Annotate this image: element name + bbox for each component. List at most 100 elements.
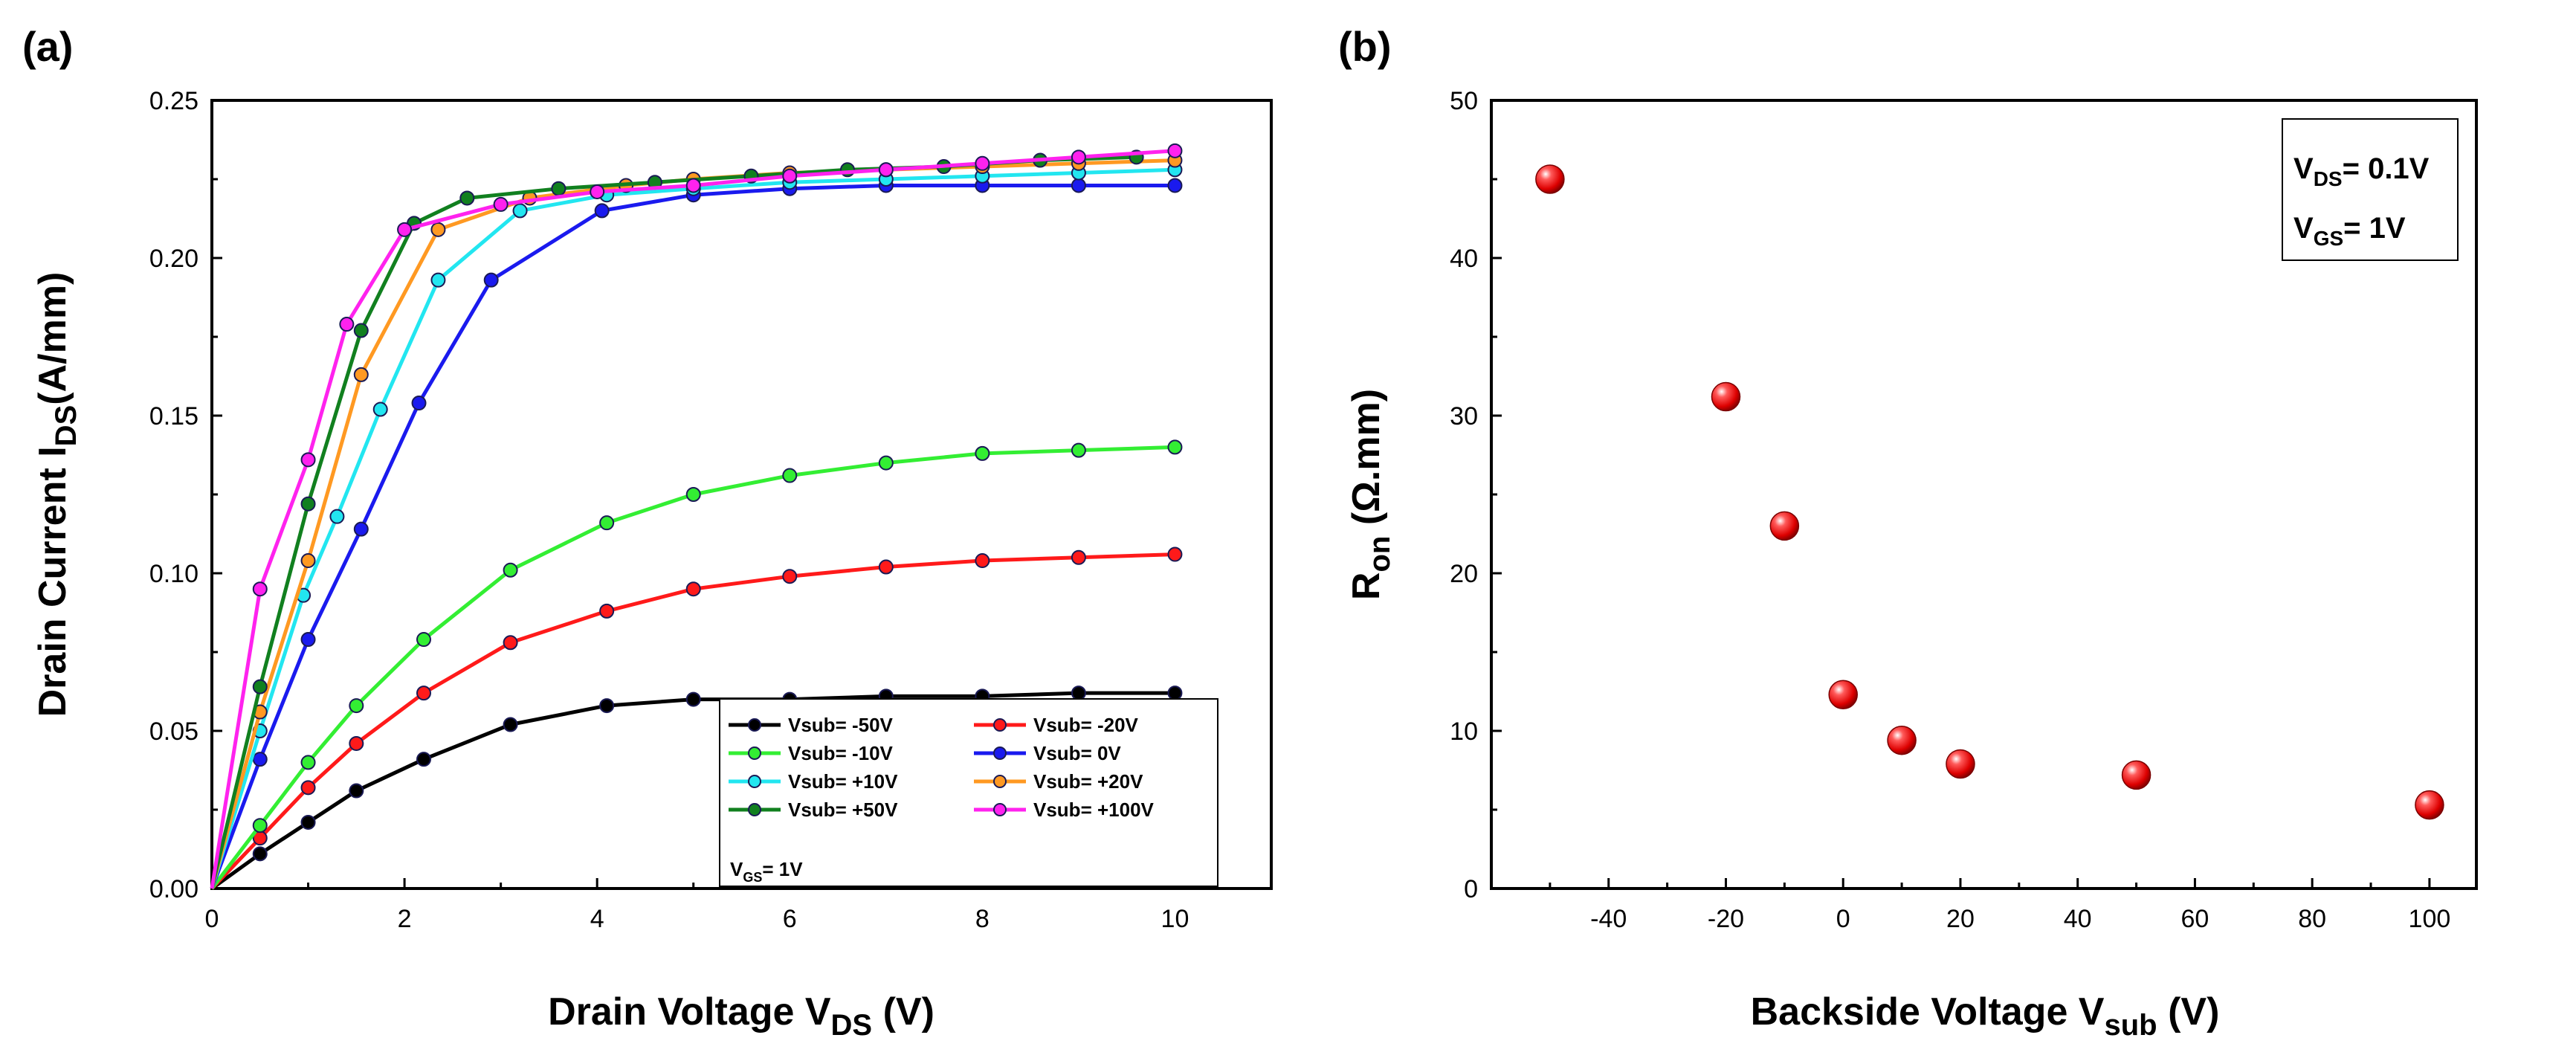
data-point (252, 581, 268, 597)
data-point (353, 367, 369, 382)
legend-label: Vsub= 0V (1033, 742, 1121, 764)
data-point (551, 181, 566, 196)
legend-label: Vsub= +100V (1033, 799, 1155, 821)
y-tick-label: 0.15 (149, 402, 198, 430)
legend-box (719, 698, 1218, 887)
data-point (416, 632, 431, 648)
data-point (300, 755, 316, 770)
x-tick-label: -40 (1590, 905, 1627, 933)
data-point (252, 818, 268, 833)
data-point (416, 686, 431, 701)
data-point (1071, 686, 1086, 701)
data-point (252, 752, 268, 767)
legend-entry: Vsub= -10V (729, 742, 894, 764)
data-point (2415, 790, 2444, 820)
legend-marker (993, 803, 1007, 816)
data-point (353, 323, 369, 338)
data-point (1167, 143, 1183, 158)
x-tick-label: 80 (2298, 905, 2326, 933)
annotation-box (2282, 118, 2459, 261)
legend-entry: Vsub= +20V (974, 770, 1143, 793)
data-point (483, 272, 499, 288)
y-tick-label: 20 (1450, 560, 1478, 588)
x-tick-label: 0 (205, 905, 219, 933)
legend-entry: Vsub= 0V (974, 742, 1121, 764)
legend-label: Vsub= -10V (788, 742, 894, 764)
data-point (1887, 725, 1917, 755)
y-tick-label: 0.10 (149, 560, 198, 588)
legend-label: Vsub= +10V (788, 770, 898, 793)
legend-label: Vsub= +20V (1033, 770, 1143, 793)
y-tick-label: 0.20 (149, 245, 198, 273)
data-point (397, 222, 413, 237)
panel-a-ticks: 0 2 4 6 8 10 0.00 0.05 0.10 0.15 0.20 0.25 (149, 87, 1273, 933)
data-point (685, 178, 701, 193)
vds-annotation: VDS= 0.1V (2293, 152, 2430, 190)
data-point (1167, 546, 1183, 562)
legend-entry: Vsub= +50V (729, 799, 898, 821)
data-point (685, 487, 701, 502)
data-point (459, 190, 475, 206)
data-point (300, 496, 316, 512)
legend-marker (748, 718, 761, 732)
data-point (512, 203, 528, 219)
data-point (416, 752, 431, 767)
data-point (300, 780, 316, 796)
y-tick-label: 0.25 (149, 87, 198, 115)
panel-a-series-group (210, 143, 1183, 891)
y-tick-label: 40 (1450, 245, 1478, 273)
y-tick-label: 0.05 (149, 717, 198, 746)
y-tick-label: 0.00 (149, 875, 198, 903)
data-point (599, 603, 615, 619)
legend-marker (748, 803, 761, 816)
data-point (300, 632, 316, 648)
data-point (2121, 760, 2151, 790)
legend-entry: Vsub= +100V (974, 799, 1155, 821)
legend-marker (993, 775, 1007, 788)
data-point (1167, 439, 1183, 455)
y-tick-label: 50 (1450, 87, 1478, 115)
data-point (1828, 680, 1858, 709)
data-point (594, 203, 610, 219)
data-point (300, 814, 316, 830)
data-point (349, 735, 364, 751)
data-point (599, 698, 615, 714)
vgs-annotation: VGS= 1V (730, 858, 803, 885)
panel-b-label: (b) (1338, 23, 1392, 70)
x-tick-label: 100 (2409, 905, 2451, 933)
data-point (1535, 164, 1565, 194)
data-point (430, 272, 446, 288)
x-tick-label: -20 (1708, 905, 1744, 933)
y-tick-label: 10 (1450, 717, 1478, 746)
x-tick-label: 20 (1946, 905, 1975, 933)
data-point (300, 452, 316, 468)
legend-marker (993, 718, 1007, 732)
series-7 (210, 143, 1183, 889)
legend-marker (993, 746, 1007, 760)
data-point (782, 569, 798, 584)
panel-a-x-axis-title: Drain Voltage VDS (V) (548, 990, 934, 1042)
data-point (411, 396, 427, 411)
data-point (329, 509, 345, 524)
series-line (210, 167, 1175, 889)
legend-marker (748, 775, 761, 788)
data-point (503, 635, 518, 651)
data-point (1071, 149, 1086, 165)
panel-b-x-axis-title: Backside Voltage Vsub (V) (1751, 990, 2220, 1042)
data-point (493, 196, 509, 212)
data-point (685, 691, 701, 707)
data-point (1071, 178, 1086, 193)
series-2 (210, 439, 1183, 890)
legend-label: Vsub= +50V (788, 799, 898, 821)
legend-entry: Vsub= +10V (729, 770, 898, 793)
data-point (372, 401, 388, 417)
y-tick-label: 30 (1450, 402, 1478, 430)
data-point (1167, 686, 1183, 701)
data-point (975, 155, 990, 171)
legend-entry: Vsub= -20V (974, 714, 1139, 736)
data-point (599, 515, 615, 531)
data-point (252, 679, 268, 694)
data-point (1711, 381, 1741, 412)
legend-label: Vsub= -50V (788, 714, 894, 736)
data-point (1769, 511, 1800, 541)
